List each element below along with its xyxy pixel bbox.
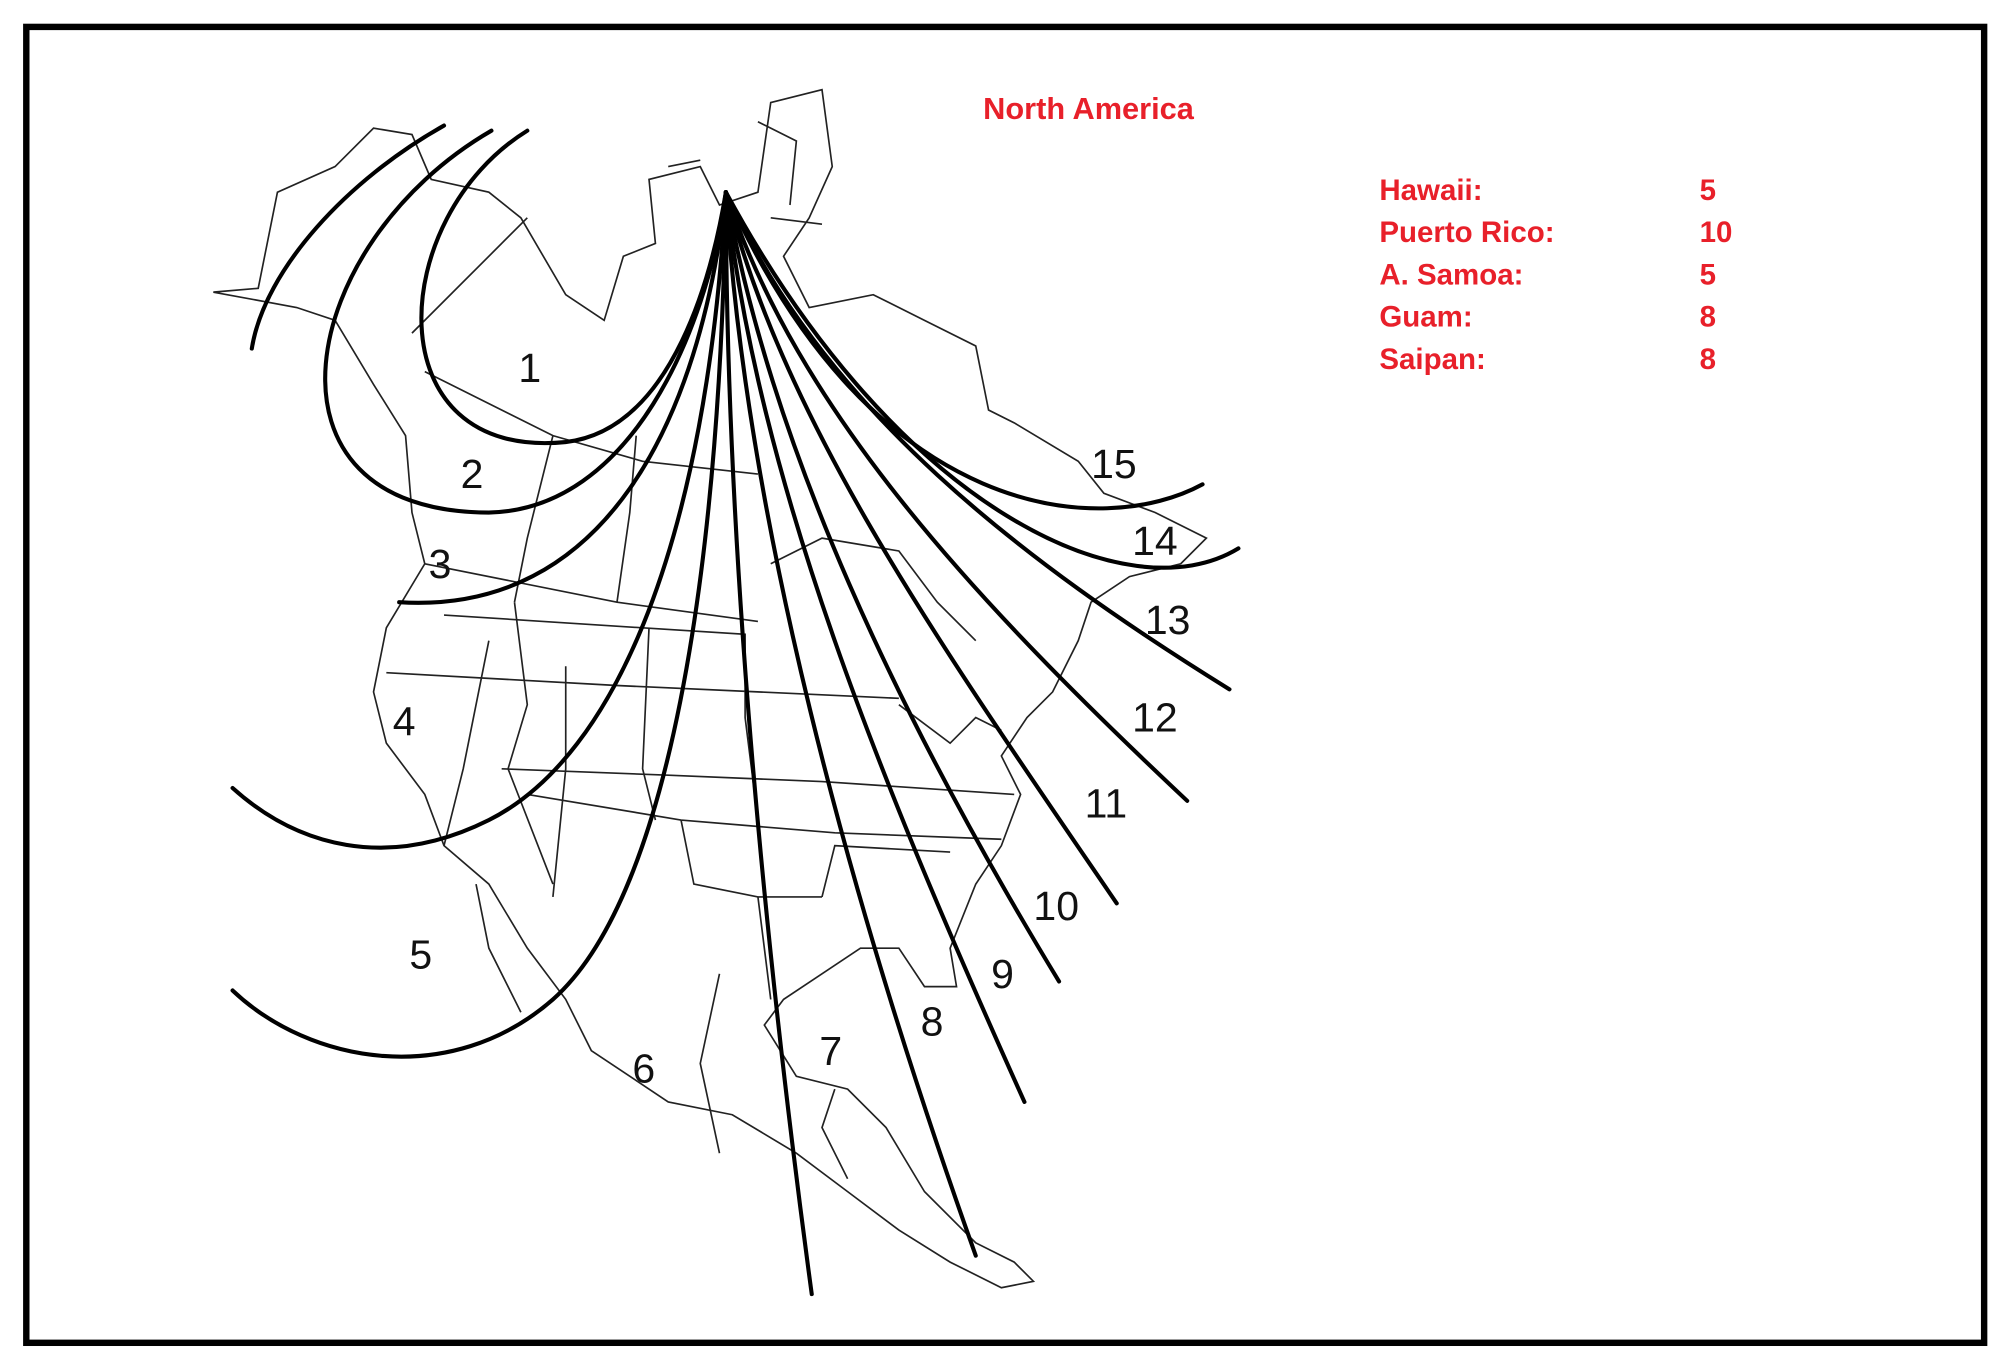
zone-boundary bbox=[723, 190, 1119, 906]
zone-label: 14 bbox=[1132, 518, 1178, 564]
zone-label: 1 bbox=[518, 345, 541, 391]
zone-label: 11 bbox=[1085, 780, 1128, 826]
zone-boundary bbox=[323, 128, 728, 515]
legend-name: Saipan: bbox=[1379, 343, 1485, 376]
legend-value: 10 bbox=[1700, 216, 1733, 249]
zone-label: 7 bbox=[819, 1028, 842, 1074]
zone-label: 2 bbox=[461, 451, 484, 497]
legend-name: Guam: bbox=[1379, 301, 1472, 334]
zone-boundary bbox=[249, 123, 447, 351]
zone-label: 15 bbox=[1091, 441, 1137, 487]
zone-boundary bbox=[723, 190, 1205, 511]
zone-boundary bbox=[723, 190, 1241, 570]
zone-boundary bbox=[723, 190, 1190, 803]
zone-boundary bbox=[230, 190, 728, 850]
zone-boundary bbox=[723, 190, 978, 1258]
legend-value: 8 bbox=[1700, 301, 1716, 334]
zone-label: 10 bbox=[1033, 883, 1079, 929]
zone-boundary bbox=[723, 190, 1062, 984]
legend-value: 5 bbox=[1700, 258, 1716, 291]
zone-label: 5 bbox=[409, 932, 432, 978]
legend-name: A. Samoa: bbox=[1379, 258, 1523, 291]
zone-label: 12 bbox=[1132, 695, 1178, 741]
zone-labels: 1 2 3 4 5 6 7 8 9 10 11 12 13 14 15 bbox=[393, 345, 1191, 1092]
zone-boundaries bbox=[230, 123, 1241, 1297]
zone-label: 6 bbox=[632, 1046, 655, 1092]
zone-boundary bbox=[230, 190, 728, 1059]
map-title: North America bbox=[983, 91, 1195, 126]
zone-label: 4 bbox=[393, 698, 416, 744]
legend-name: Hawaii: bbox=[1379, 174, 1482, 207]
map-frame bbox=[23, 23, 1988, 1347]
zone-label: 3 bbox=[429, 541, 452, 587]
zone-boundary bbox=[397, 190, 728, 605]
zone-boundary bbox=[723, 190, 814, 1297]
zone-label: 9 bbox=[991, 951, 1014, 997]
legend-value: 8 bbox=[1700, 343, 1716, 376]
zone-label: 8 bbox=[921, 998, 944, 1044]
legend: Hawaii: 5 Puerto Rico: 10 A. Samoa: 5 Gu… bbox=[1379, 174, 1732, 376]
legend-name: Puerto Rico: bbox=[1379, 216, 1554, 249]
zone-label: 13 bbox=[1145, 597, 1191, 643]
zone-boundary bbox=[723, 190, 1027, 1104]
legend-value: 5 bbox=[1700, 174, 1716, 207]
